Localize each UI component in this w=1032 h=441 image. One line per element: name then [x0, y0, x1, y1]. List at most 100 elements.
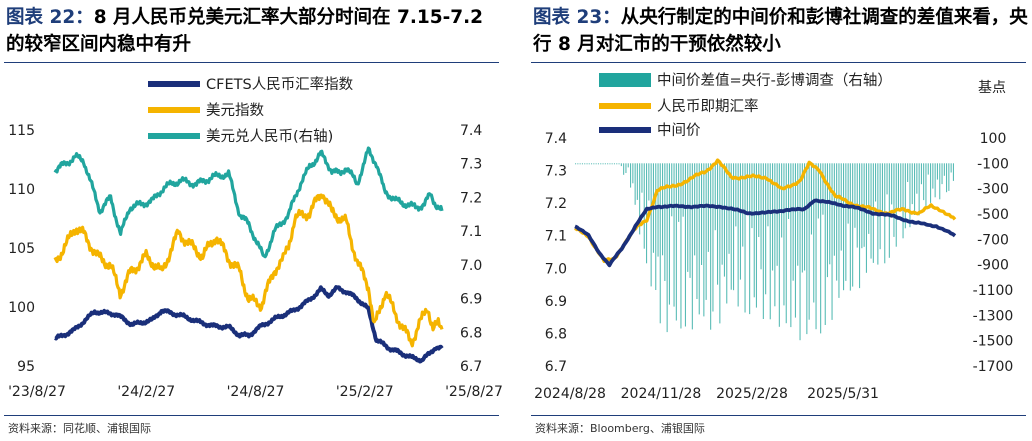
source-divider [531, 415, 1026, 416]
spread-bar [891, 163, 893, 205]
spread-bar [600, 163, 602, 165]
spread-bar [785, 163, 787, 324]
figure-title-text: 8 月人民币兑美元汇率大部分时间在 7.15-7.2 的较窄区间内稳中有升 [6, 7, 484, 55]
spread-bar [579, 163, 581, 165]
spread-bar [934, 163, 936, 198]
y-left-tick-label: 105 [8, 241, 35, 257]
spread-bar [673, 163, 675, 307]
spread-bar [879, 163, 881, 250]
spread-bar [774, 163, 776, 307]
spread-bar [854, 163, 856, 228]
spread-bar [616, 163, 618, 165]
spread-bar [737, 163, 739, 307]
source-note: 资料来源：同花顺、浦银国际 [8, 422, 151, 435]
spread-bar [776, 163, 778, 266]
spread-bar [783, 163, 785, 306]
spread-bar [751, 163, 753, 229]
title-divider [4, 62, 499, 63]
y-right-tick-label: -500 [977, 207, 1009, 223]
y-right-tick-label: -700 [977, 232, 1009, 248]
spread-bar [886, 163, 888, 195]
y-right-tick-label: -900 [977, 258, 1009, 274]
spread-bar [859, 163, 861, 289]
spread-bar [801, 163, 803, 273]
figure-label: 图表 23： [533, 7, 621, 28]
spread-bar [826, 163, 828, 278]
spread-bar [630, 163, 632, 188]
spread-bar [744, 163, 746, 313]
y-right-tick-label: 7.3 [460, 157, 482, 173]
spread-bar [865, 163, 867, 273]
spread-bar [799, 163, 801, 341]
spread-bar [678, 163, 680, 222]
y-left-tick-label: 7.1 [545, 229, 567, 245]
spread-bar [746, 163, 748, 215]
series-line [53, 193, 444, 348]
spread-bar [703, 163, 705, 317]
chart-title: 图表 23：从央行制定的中间价和彭博社调查的差值来看，央行 8 月对汇市的干预依… [533, 4, 1028, 58]
spread-bar [897, 163, 899, 209]
y-right-tick-label: 6.7 [460, 359, 482, 375]
spread-bar [952, 163, 954, 181]
spread-bar [593, 163, 595, 165]
spread-bar [701, 163, 703, 265]
spread-bar [710, 163, 712, 330]
spread-bar [875, 163, 877, 202]
spread-bar [620, 163, 622, 167]
spread-bar [930, 163, 932, 203]
figure-title-text: 从央行制定的中间价和彭博社调查的差值来看，央行 8 月对汇市的干预依然较小 [533, 7, 1028, 55]
y-right-tick-label: 100 [980, 131, 1007, 147]
y-right-tick-label: 6.9 [460, 292, 482, 308]
spread-bar [611, 163, 613, 165]
spread-bar [769, 163, 771, 320]
spread-bar [575, 163, 577, 165]
spread-bar [852, 163, 854, 287]
y-right-tick-label: 7.2 [460, 190, 482, 206]
y-right-tick-label: 7.4 [460, 123, 482, 139]
spread-bar [696, 163, 698, 299]
spread-bar [607, 163, 609, 165]
spread-bar [760, 163, 762, 270]
spread-bar [586, 163, 588, 165]
spread-bar [762, 163, 764, 319]
spread-bar [902, 163, 904, 239]
spread-bar [650, 163, 652, 287]
spread-bar [726, 163, 728, 304]
spread-bar [636, 163, 638, 200]
y-right-tick-label: 7.0 [460, 258, 482, 274]
spread-bar [939, 163, 941, 200]
spread-bar [684, 163, 686, 327]
spread-bar [838, 163, 840, 298]
spread-bar [627, 163, 629, 168]
spread-bar [641, 163, 643, 193]
spread-bar [602, 163, 604, 165]
spread-bar [680, 163, 682, 329]
spread-bar [694, 163, 696, 256]
x-tick-label: '25/2/27 [336, 384, 394, 400]
spread-bar [584, 163, 586, 165]
series-line [54, 285, 444, 364]
spread-bar [914, 163, 916, 215]
spread-bar [733, 163, 735, 291]
spread-bar [792, 163, 794, 281]
spread-bar [765, 163, 767, 295]
spread-bar [895, 163, 897, 247]
x-tick-label: '23/8/27 [8, 384, 66, 400]
y-right-tick-label: -1300 [973, 308, 1014, 324]
legend-label: 人民币即期汇率 [657, 98, 759, 115]
chart-panel-left: 图表 22：8 月人民币兑美元汇率大部分时间在 7.15-7.2 的较窄区间内稳… [0, 0, 505, 441]
spread-bar [808, 163, 810, 320]
y-left-tick-label: 6.8 [545, 326, 567, 342]
spread-bar [739, 163, 741, 280]
x-tick-label: '25/8/27 [445, 384, 503, 400]
spread-bar [778, 163, 780, 327]
spread-bar [657, 163, 659, 257]
y-right-tick-label: -300 [977, 182, 1009, 198]
spread-bar [820, 163, 822, 334]
spread-bar [815, 163, 817, 330]
spread-bar [918, 163, 920, 216]
spread-bar [920, 163, 922, 185]
y-left-tick-label: 100 [8, 300, 35, 316]
spread-bar [772, 163, 774, 271]
spread-bar [597, 163, 599, 165]
